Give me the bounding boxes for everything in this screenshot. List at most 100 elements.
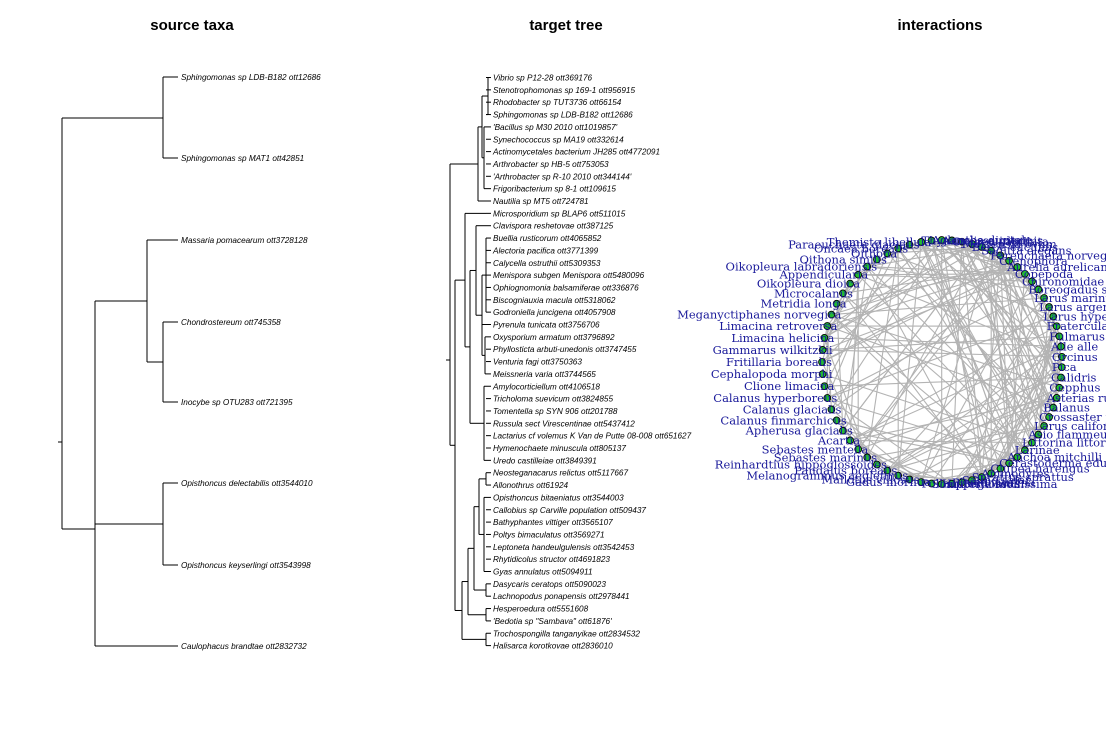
interaction-node-label: Balanus — [1043, 401, 1090, 415]
interaction-node-label: Meganyctiphanes norvegica — [677, 308, 841, 322]
interaction-node — [1005, 256, 1013, 265]
interaction-edge — [836, 266, 1018, 305]
interaction-node — [948, 479, 956, 488]
interaction-node — [1021, 269, 1029, 278]
interaction-node — [927, 479, 936, 488]
interaction-node-label: Pica — [1052, 360, 1077, 374]
interaction-node-label: Cerastoderma edule — [999, 456, 1106, 470]
interaction-node-label: Pareuchaeta norvegica — [990, 248, 1106, 262]
source-leaf-label: Sphingomonas sp MAT1 ott42851 — [181, 154, 304, 163]
interaction-edge — [941, 239, 1062, 378]
interaction-edge — [827, 325, 1054, 409]
target-leaf-label: Godroniella juncigena ott4057908 — [493, 308, 616, 317]
interaction-node — [1049, 403, 1058, 412]
interaction-node-label: Paraeuchaeta glacialis — [788, 238, 920, 252]
interaction-edge — [999, 255, 1060, 388]
interaction-node-label: Larus marinus — [1034, 291, 1106, 305]
interaction-node-label: Cyanea capillata — [952, 235, 1049, 249]
interaction-node-label: Oikopleura dioica — [757, 277, 860, 291]
interaction-node-label: Mertensia ovum — [962, 237, 1057, 251]
target-leaf-label: Poltys bimaculatus ott3569271 — [493, 530, 605, 539]
interaction-edge — [821, 239, 943, 363]
interaction-node — [820, 382, 829, 391]
interaction-node — [854, 270, 863, 279]
target-leaf-label: Buellia rusticorum ott4065852 — [493, 234, 602, 243]
interaction-edge — [1031, 316, 1054, 443]
interaction-node — [1055, 383, 1064, 392]
interaction-node-label: Beroe cucumis — [972, 240, 1058, 254]
interaction-node-label: Sebastes marinus — [774, 450, 878, 464]
interaction-node — [905, 475, 914, 484]
interaction-node — [1058, 363, 1066, 372]
interaction-node — [818, 346, 827, 354]
interaction-node — [873, 255, 881, 264]
interaction-edge — [1037, 356, 1063, 435]
interaction-node-label: Gadus morhua — [846, 475, 932, 489]
target-leaf-label: Alectoria pacifica ott3771399 — [492, 246, 599, 255]
interaction-node — [968, 240, 976, 248]
target-leaf-label: Microsporidium sp BLAP6 ott511015 — [493, 209, 626, 218]
interaction-node-label: Phoca vitulina — [952, 475, 1035, 489]
interaction-node — [832, 416, 841, 425]
interaction-edge — [836, 419, 1010, 464]
interaction-node — [968, 476, 976, 484]
interaction-node — [1057, 373, 1065, 382]
interaction-node-label: Sebastes mentella — [762, 442, 869, 456]
interaction-node — [1052, 322, 1061, 331]
target-leaf-label: Halisarca korotkovae ott2836010 — [493, 642, 613, 651]
source-leaf-label: Opisthoncus delectabilis ott3544010 — [181, 479, 313, 488]
interaction-edge — [831, 260, 1010, 316]
target-leaf-label: Hymenochaete minuscula ott805137 — [493, 444, 626, 453]
target-leaf-label: Rhytidicolus structor ott4691823 — [493, 555, 610, 564]
interaction-edge — [824, 243, 973, 339]
target-leaf-label: Biscogniauxia macula ott5318062 — [493, 296, 616, 305]
interaction-edge — [887, 252, 1054, 317]
target-leaf-label: Leptoneta handeulgulensis ott3542453 — [493, 543, 635, 552]
target-leaf-label: 'Bedotia sp "Sambava" ott61876' — [493, 617, 612, 626]
interaction-node — [818, 358, 826, 366]
interaction-node — [927, 236, 936, 245]
target-leaf-label: Dasycaris ceratops ott5090023 — [493, 580, 606, 589]
interaction-node — [996, 251, 1005, 260]
network-edges — [821, 239, 1063, 485]
interaction-node — [977, 473, 986, 481]
interaction-node-label: Hippoglossus — [942, 477, 1021, 491]
target-leaf-label: Bathyphantes vittiger ott3565107 — [493, 518, 613, 527]
interaction-node — [1005, 459, 1013, 468]
target-leaf-label: Calycella ostruthii ott5309353 — [493, 259, 601, 268]
interaction-edge — [990, 377, 1062, 474]
interaction-node-label: Limacina helicina — [731, 331, 834, 345]
interaction-edge — [961, 297, 1045, 483]
interaction-node-label: Asterias rubens — [1046, 391, 1106, 405]
interaction-node — [987, 246, 996, 255]
source-leaf-label: Caulophacus brandtae ott2832732 — [181, 642, 307, 651]
target-leaf-label: Opisthoncus bitaeniatus ott3544003 — [493, 493, 624, 502]
interaction-node — [1013, 453, 1022, 461]
interaction-node — [883, 249, 892, 258]
interaction-node-label: Themisto libellula — [827, 235, 932, 249]
interaction-node-label: Ammodytes — [980, 466, 1049, 480]
source-taxa-tree: Sphingomonas sp LDB-B182 ott12686 Sphingo… — [58, 73, 321, 651]
interaction-node — [1058, 352, 1066, 361]
target-tree: Vibrio sp P12-28 ott369176 Stenotrophomon… — [446, 74, 692, 651]
target-leaf-label: Vibrio sp P12-28 ott369176 — [493, 74, 593, 83]
interaction-node — [1028, 277, 1036, 286]
interaction-node-label: Crossaster papposus — [1039, 410, 1106, 424]
interaction-node — [1034, 430, 1043, 439]
target-leaf-label: Neosteganacarus relictus ott5117667 — [493, 469, 628, 478]
interaction-node — [958, 237, 966, 246]
interaction-node — [1028, 438, 1036, 447]
interaction-node-label: Copepoda — [1015, 267, 1074, 281]
interaction-edge — [866, 248, 899, 458]
interaction-node — [818, 370, 827, 378]
interaction-edge — [827, 397, 1018, 458]
interaction-node — [846, 279, 854, 288]
target-leaf-label: Clavispora reshetovae ott387125 — [493, 222, 614, 231]
interaction-node-label: Sprattus sprattus — [972, 470, 1074, 484]
target-leaf-label: Oxysporium armatum ott3796892 — [493, 333, 615, 342]
interaction-edge — [826, 259, 878, 327]
interaction-edge — [999, 255, 1033, 443]
interaction-edge — [831, 408, 922, 483]
